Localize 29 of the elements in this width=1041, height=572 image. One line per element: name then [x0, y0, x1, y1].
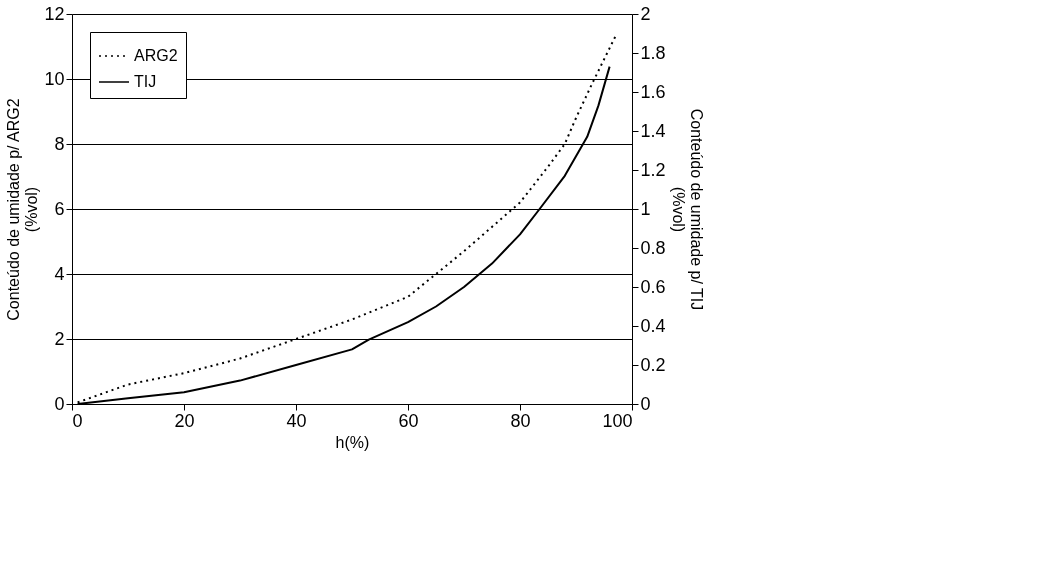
y2-tick-label: 1.2 — [640, 159, 666, 180]
x-tick-label: 0 — [72, 410, 83, 431]
legend-label: TIJ — [134, 73, 157, 90]
y-tick-label: 10 — [44, 68, 65, 89]
x-tick-label: 100 — [602, 410, 633, 431]
y-axis-title: Conteúdo de umidade p/ ARG2 (%vol) — [5, 98, 41, 321]
y-tick-label: 8 — [54, 133, 65, 154]
y-tick-label: 6 — [54, 198, 65, 219]
y2-tick-label: 0.8 — [640, 237, 666, 258]
y2-tick-label: 1 — [640, 198, 651, 219]
x-axis-title: h(%) — [335, 433, 370, 451]
y2-tick-label: 0.6 — [640, 276, 666, 297]
x-tick-label: 40 — [286, 410, 307, 431]
y2-axis-title: Conteúdo de umidade p/ TIJ (%vol) — [669, 108, 705, 311]
y2-tick-label: 0 — [640, 393, 651, 414]
y2-tick-label: 0.4 — [640, 315, 666, 336]
y2-tick-label: 2 — [640, 3, 651, 24]
y-tick-label: 4 — [54, 263, 65, 284]
y2-tick-label: 1.4 — [640, 120, 666, 141]
legend-label: ARG2 — [134, 47, 178, 64]
y-tick-label: 12 — [44, 3, 65, 24]
y2-tick-label: 1.6 — [640, 81, 666, 102]
y-tick-label: 0 — [54, 393, 65, 414]
x-tick-label: 20 — [174, 410, 195, 431]
x-tick-label: 80 — [510, 410, 531, 431]
x-tick-label: 60 — [398, 410, 419, 431]
y2-tick-label: 0.2 — [640, 354, 666, 375]
y-tick-label: 2 — [54, 328, 65, 349]
y2-tick-label: 1.8 — [640, 42, 666, 63]
